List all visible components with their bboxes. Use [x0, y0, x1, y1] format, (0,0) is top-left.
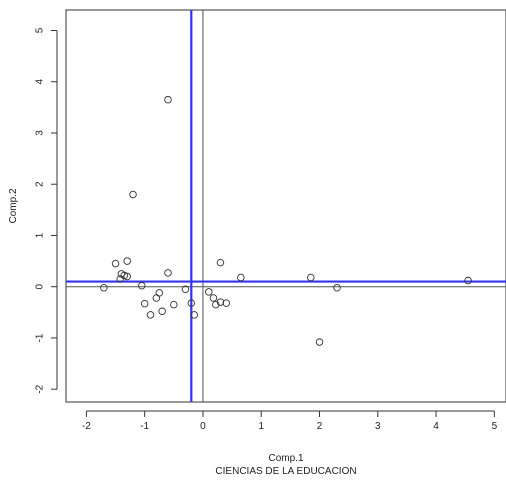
data-point	[464, 276, 472, 285]
data-point	[181, 285, 190, 294]
data-point	[315, 338, 324, 346]
y-tick-label: -2	[35, 384, 46, 393]
x-tick-label: 4	[433, 421, 439, 432]
x-tick-label: -2	[82, 421, 91, 432]
plot-frame	[65, 9, 506, 403]
chart-subtitle: CIENCIAS DE LA EDUCACION	[215, 466, 356, 477]
data-point	[237, 273, 245, 282]
x-tick-label: 5	[492, 421, 498, 432]
y-axis: -2 -1 0 1 2 3 4 5	[35, 27, 58, 394]
y-tick-label: 2	[35, 181, 46, 187]
data-point	[216, 298, 225, 306]
data-point	[164, 269, 172, 277]
data-point	[116, 275, 124, 283]
data-point	[138, 281, 146, 290]
reference-lines	[66, 10, 506, 402]
x-tick-label: 1	[258, 421, 264, 432]
data-point	[155, 289, 163, 297]
data-point	[129, 190, 137, 199]
data-point	[209, 294, 218, 302]
data-point	[190, 311, 198, 319]
data-point	[111, 259, 120, 268]
data-point	[222, 299, 231, 307]
x-tick-label: 0	[200, 421, 206, 432]
data-point	[158, 307, 166, 316]
data-points	[100, 95, 472, 346]
x-tick-label: -1	[140, 421, 149, 432]
y-tick-label: 5	[35, 27, 46, 33]
data-point	[212, 300, 220, 309]
y-tick-label: 4	[35, 79, 46, 85]
data-point	[123, 257, 131, 265]
y-tick-label: 3	[35, 130, 46, 136]
data-point	[187, 299, 196, 307]
data-point	[170, 300, 178, 309]
x-axis: -2 -1 0 1 2 3 4 5	[82, 410, 498, 432]
data-point	[216, 258, 225, 267]
y-tick-label: 0	[35, 283, 46, 289]
x-axis-title: Comp.1	[268, 453, 303, 464]
y-tick-label: 1	[35, 232, 46, 238]
y-tick-label: -1	[35, 333, 46, 342]
x-tick-label: 3	[375, 421, 381, 432]
data-point	[146, 311, 155, 319]
data-point	[205, 288, 213, 296]
data-point	[123, 272, 131, 281]
data-point	[333, 283, 341, 292]
y-axis-title: Comp.2	[8, 188, 19, 223]
x-tick-label: 2	[317, 421, 323, 432]
data-point	[307, 273, 315, 282]
data-point	[100, 283, 108, 292]
data-point	[140, 299, 149, 308]
data-point	[164, 95, 172, 104]
